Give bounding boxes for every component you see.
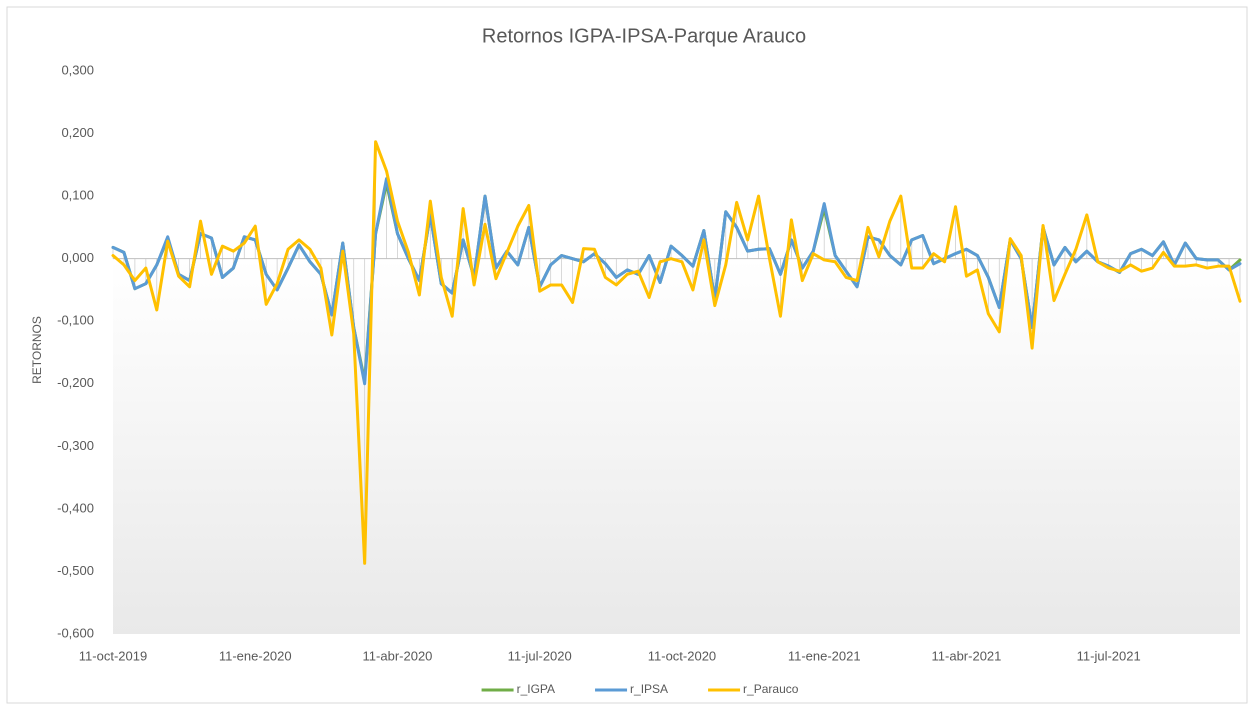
x-tick-label: 11-abr-2020 <box>363 648 433 663</box>
legend-label: r_IGPA <box>517 682 555 696</box>
x-tick-label: 11-oct-2020 <box>648 648 716 663</box>
y-tick-label: 0,000 <box>61 250 94 265</box>
x-tick-label: 11-jul-2021 <box>1077 648 1141 663</box>
legend: r_IGPA r_IPSA r_Parauco <box>481 682 799 696</box>
plot-background <box>113 258 1240 634</box>
legend-label: r_IPSA <box>630 682 668 696</box>
y-tick-label: -0,200 <box>57 375 94 390</box>
plot-shade <box>113 258 1240 634</box>
y-tick-label: -0,400 <box>57 500 94 515</box>
x-tick-label: 11-jul-2020 <box>508 648 572 663</box>
y-tick-label: -0,500 <box>57 563 94 578</box>
y-axis-label: RETORNOS <box>30 316 44 384</box>
x-tick-label: 11-ene-2021 <box>788 648 861 663</box>
chart-title: Retornos IGPA-IPSA-Parque Arauco <box>482 25 806 47</box>
y-tick-label: -0,600 <box>57 625 94 640</box>
y-tick-label: -0,100 <box>57 313 94 328</box>
y-tick-label: 0,300 <box>61 62 94 77</box>
x-tick-label: 11-abr-2021 <box>932 648 1002 663</box>
x-tick-label: 11-oct-2019 <box>79 648 147 663</box>
series-line <box>111 140 1242 565</box>
series-line <box>111 177 1242 386</box>
y-tick-label: 0,200 <box>61 125 94 140</box>
y-tick-label: -0,300 <box>57 438 94 453</box>
y-tick-label: 0,100 <box>61 188 94 203</box>
x-tick-label: 11-ene-2020 <box>219 648 292 663</box>
legend-label: r_Parauco <box>743 682 799 696</box>
